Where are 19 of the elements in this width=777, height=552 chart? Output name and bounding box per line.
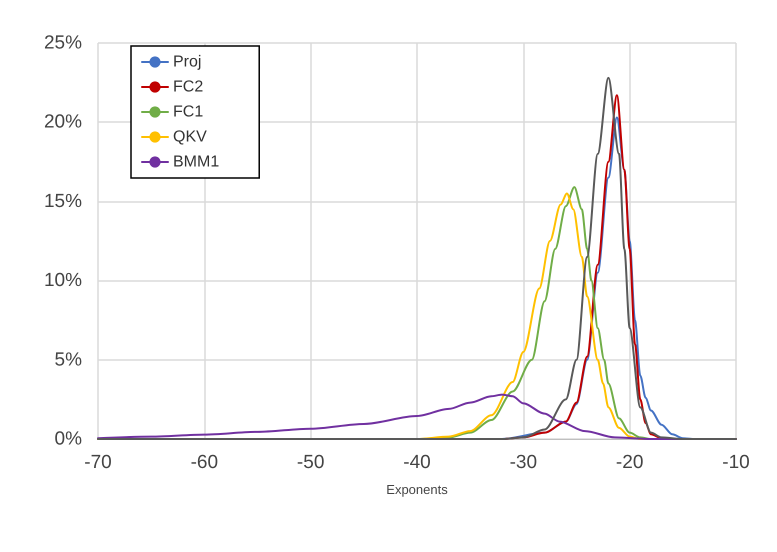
y-tick-label: 20% (44, 112, 82, 133)
legend-label: BMM1 (173, 154, 220, 170)
y-tick-label: 25% (44, 32, 82, 54)
legend-label: Proj (173, 54, 202, 70)
legend-label: FC1 (173, 104, 204, 120)
legend-label: QKV (173, 128, 208, 146)
y-tick-label: 15% (44, 190, 82, 212)
y-tick-label: 5% (54, 349, 82, 370)
x-tick-label: -40 (403, 452, 431, 473)
y-tick-label: 10% (44, 270, 82, 292)
x-tick-label: -60 (190, 452, 218, 473)
x-tick-label: -50 (296, 452, 324, 473)
x-tick-label: -20 (616, 452, 644, 473)
legend-label: FC2 (173, 78, 204, 96)
x-tick-label: -70 (84, 452, 112, 473)
x-tick-label: -30 (510, 452, 538, 473)
y-tick-label: 0% (54, 428, 82, 450)
x-tick-label: -10 (722, 452, 750, 473)
x-axis-title: Exponents (386, 482, 448, 497)
